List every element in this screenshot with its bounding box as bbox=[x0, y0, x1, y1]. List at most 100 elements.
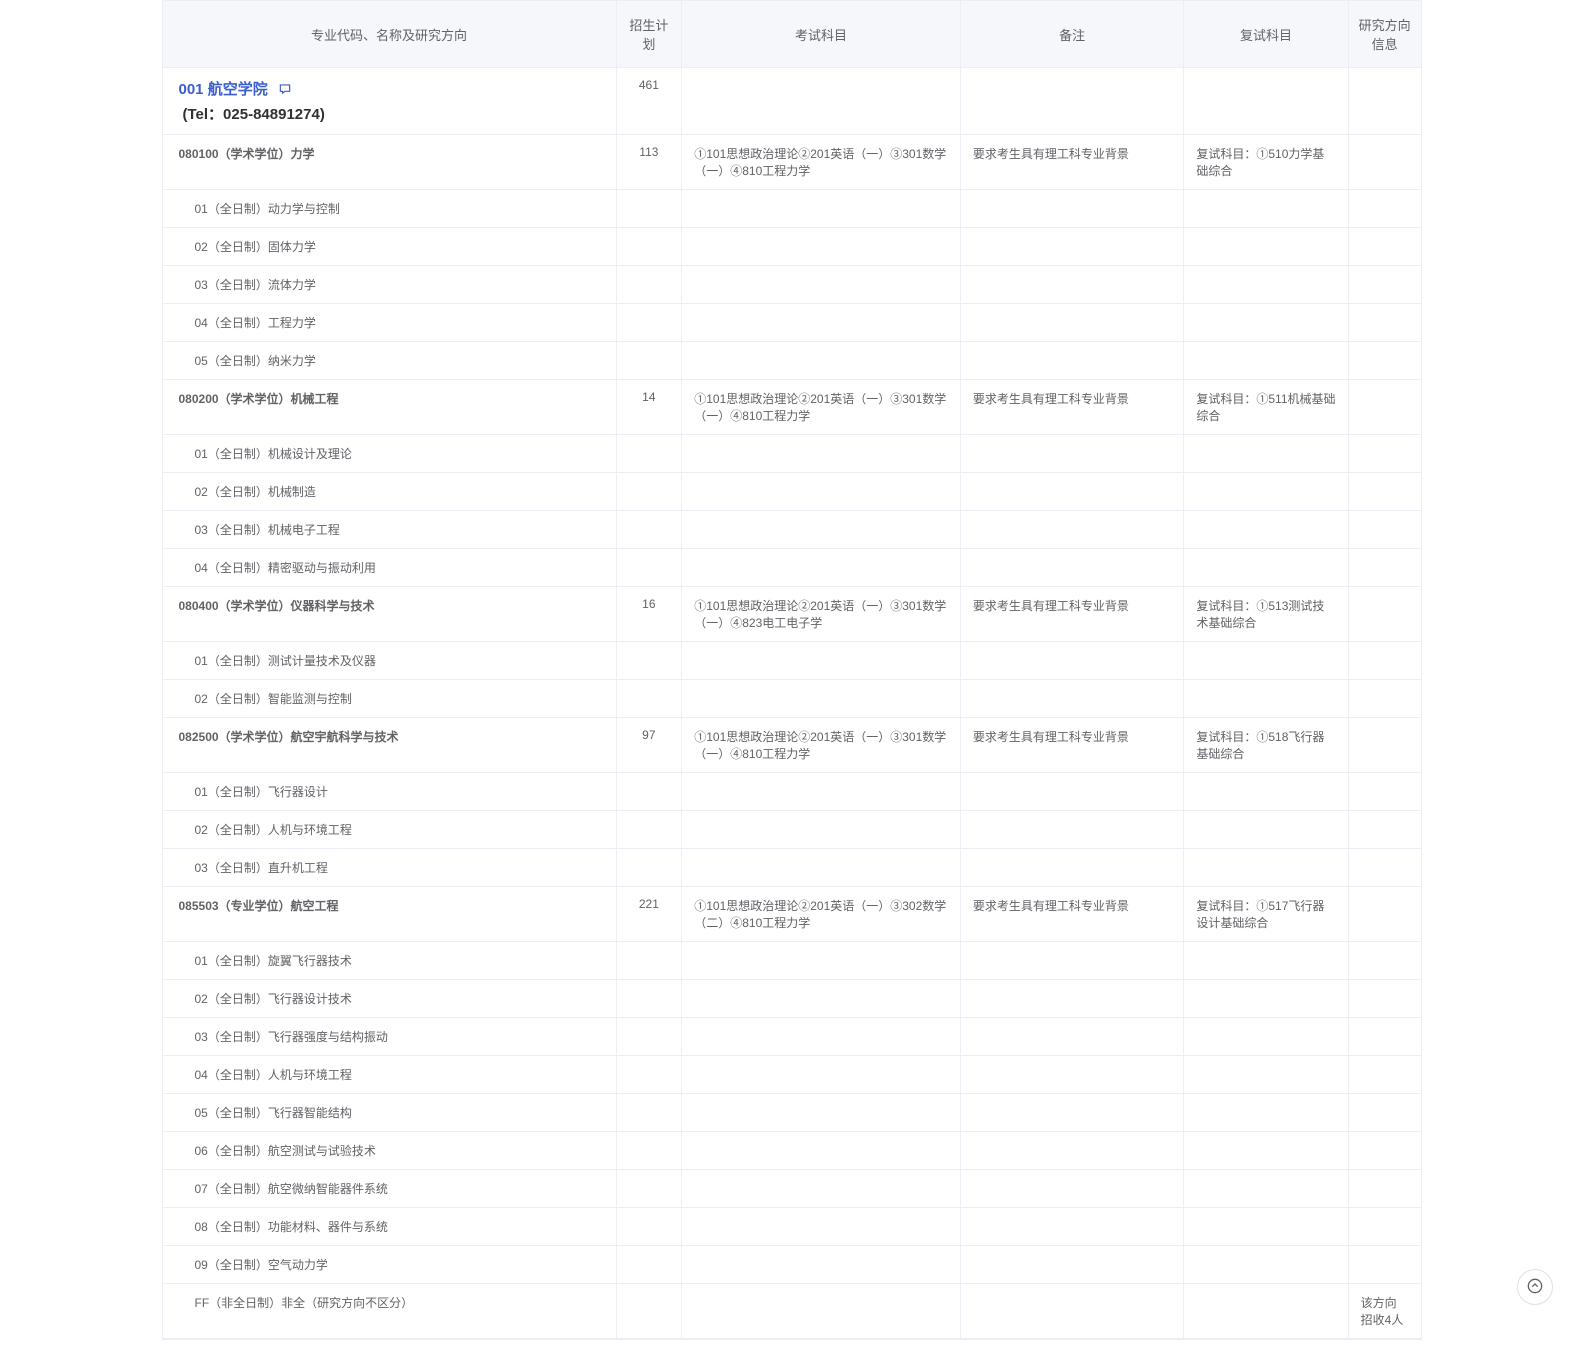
direction-retest-cell bbox=[1184, 266, 1348, 304]
direction-plan-cell bbox=[616, 1170, 682, 1208]
department-row: 001 航空学院 (Tel：025-84891274)461 bbox=[163, 68, 1421, 135]
direction-label: 02（全日制）机械制造 bbox=[175, 483, 604, 500]
major-note-cell: 要求考生具有理工科专业背景 bbox=[960, 135, 1183, 190]
direction-plan-cell bbox=[616, 680, 682, 718]
direction-note-cell bbox=[960, 1018, 1183, 1056]
direction-name-cell: 06（全日制）航空测试与试验技术 bbox=[163, 1132, 617, 1170]
direction-info-cell: 该方向招收4人 bbox=[1348, 1284, 1420, 1339]
direction-info-cell bbox=[1348, 1170, 1420, 1208]
direction-note-cell bbox=[960, 642, 1183, 680]
major-exam-cell: ①101思想政治理论②201英语（一）③301数学（一）④810工程力学 bbox=[682, 380, 961, 435]
direction-label: 09（全日制）空气动力学 bbox=[175, 1256, 604, 1273]
major-title: 080400（学术学位）仪器科学与技术 bbox=[175, 597, 604, 614]
direction-name-cell: 02（全日制）飞行器设计技术 bbox=[163, 980, 617, 1018]
direction-name-cell: 03（全日制）机械电子工程 bbox=[163, 511, 617, 549]
direction-plan-cell bbox=[616, 228, 682, 266]
department-info-cell bbox=[1348, 68, 1420, 135]
direction-plan-cell bbox=[616, 1208, 682, 1246]
direction-retest-cell bbox=[1184, 1208, 1348, 1246]
major-exam-cell: ①101思想政治理论②201英语（一）③301数学（一）④810工程力学 bbox=[682, 135, 961, 190]
direction-note-cell bbox=[960, 435, 1183, 473]
major-title: 085503（专业学位）航空工程 bbox=[175, 897, 604, 914]
direction-retest-cell bbox=[1184, 190, 1348, 228]
header-info: 研究方向信息 bbox=[1348, 1, 1420, 68]
direction-name-cell: 02（全日制）固体力学 bbox=[163, 228, 617, 266]
direction-plan-cell bbox=[616, 849, 682, 887]
direction-row: 03（全日制）流体力学 bbox=[163, 266, 1421, 304]
direction-retest-cell bbox=[1184, 942, 1348, 980]
scroll-to-top-button[interactable] bbox=[1517, 1269, 1553, 1305]
direction-label: 02（全日制）人机与环境工程 bbox=[175, 821, 604, 838]
direction-row: 02（全日制）固体力学 bbox=[163, 228, 1421, 266]
direction-row: 03（全日制）直升机工程 bbox=[163, 849, 1421, 887]
direction-row: 01（全日制）动力学与控制 bbox=[163, 190, 1421, 228]
direction-plan-cell bbox=[616, 1094, 682, 1132]
direction-row: 01（全日制）测试计量技术及仪器 bbox=[163, 642, 1421, 680]
direction-note-cell bbox=[960, 1056, 1183, 1094]
department-name-cell: 001 航空学院 (Tel：025-84891274) bbox=[163, 68, 617, 135]
direction-label: 03（全日制）飞行器强度与结构振动 bbox=[175, 1028, 604, 1045]
direction-row: 02（全日制）人机与环境工程 bbox=[163, 811, 1421, 849]
direction-label: 05（全日制）飞行器智能结构 bbox=[175, 1104, 604, 1121]
direction-label: 01（全日制）机械设计及理论 bbox=[175, 445, 604, 462]
direction-label: 01（全日制）旋翼飞行器技术 bbox=[175, 952, 604, 969]
direction-name-cell: 09（全日制）空气动力学 bbox=[163, 1246, 617, 1284]
major-row: 082500（学术学位）航空宇航科学与技术97①101思想政治理论②201英语（… bbox=[163, 718, 1421, 773]
direction-row: 07（全日制）航空微纳智能器件系统 bbox=[163, 1170, 1421, 1208]
direction-label: 04（全日制）精密驱动与振动利用 bbox=[175, 559, 604, 576]
direction-row: 02（全日制）机械制造 bbox=[163, 473, 1421, 511]
major-note-cell: 要求考生具有理工科专业背景 bbox=[960, 887, 1183, 942]
direction-label: 08（全日制）功能材料、器件与系统 bbox=[175, 1218, 604, 1235]
direction-label: 06（全日制）航空测试与试验技术 bbox=[175, 1142, 604, 1159]
direction-plan-cell bbox=[616, 304, 682, 342]
direction-name-cell: 03（全日制）直升机工程 bbox=[163, 849, 617, 887]
direction-info-cell bbox=[1348, 849, 1420, 887]
direction-info-cell bbox=[1348, 549, 1420, 587]
direction-retest-cell bbox=[1184, 473, 1348, 511]
direction-row: 02（全日制）智能监测与控制 bbox=[163, 680, 1421, 718]
direction-name-cell: FF（非全日制）非全（研究方向不区分） bbox=[163, 1284, 617, 1339]
direction-info-cell bbox=[1348, 304, 1420, 342]
direction-row: FF（非全日制）非全（研究方向不区分） 该方向招收4人 bbox=[163, 1284, 1421, 1339]
direction-plan-cell bbox=[616, 773, 682, 811]
direction-name-cell: 03（全日制）飞行器强度与结构振动 bbox=[163, 1018, 617, 1056]
direction-retest-cell bbox=[1184, 642, 1348, 680]
direction-retest-cell bbox=[1184, 304, 1348, 342]
major-plan-cell: 113 bbox=[616, 135, 682, 190]
direction-name-cell: 01（全日制）旋翼飞行器技术 bbox=[163, 942, 617, 980]
comment-icon[interactable] bbox=[278, 82, 292, 96]
direction-label: 04（全日制）工程力学 bbox=[175, 314, 604, 331]
direction-info-cell bbox=[1348, 773, 1420, 811]
direction-retest-cell bbox=[1184, 1056, 1348, 1094]
direction-row: 04（全日制）精密驱动与振动利用 bbox=[163, 549, 1421, 587]
major-title: 080100（学术学位）力学 bbox=[175, 145, 604, 162]
major-title: 080200（学术学位）机械工程 bbox=[175, 390, 604, 407]
direction-name-cell: 04（全日制）精密驱动与振动利用 bbox=[163, 549, 617, 587]
direction-exam-cell bbox=[682, 1170, 961, 1208]
direction-exam-cell bbox=[682, 304, 961, 342]
department-note-cell bbox=[960, 68, 1183, 135]
major-info-cell bbox=[1348, 587, 1420, 642]
admissions-table-container: 专业代码、名称及研究方向 招生计划 考试科目 备注 复试科目 研究方向信息 00… bbox=[162, 0, 1422, 1340]
direction-plan-cell bbox=[616, 473, 682, 511]
major-info-cell bbox=[1348, 135, 1420, 190]
major-retest-cell: 复试科目：①510力学基础综合 bbox=[1184, 135, 1348, 190]
direction-note-cell bbox=[960, 1284, 1183, 1339]
direction-label: 02（全日制）飞行器设计技术 bbox=[175, 990, 604, 1007]
direction-row: 01（全日制）飞行器设计 bbox=[163, 773, 1421, 811]
major-note-cell: 要求考生具有理工科专业背景 bbox=[960, 718, 1183, 773]
table-header: 专业代码、名称及研究方向 招生计划 考试科目 备注 复试科目 研究方向信息 bbox=[163, 1, 1421, 68]
direction-name-cell: 04（全日制）人机与环境工程 bbox=[163, 1056, 617, 1094]
direction-note-cell bbox=[960, 342, 1183, 380]
direction-exam-cell bbox=[682, 811, 961, 849]
direction-note-cell bbox=[960, 942, 1183, 980]
major-name-cell: 080100（学术学位）力学 bbox=[163, 135, 617, 190]
department-title[interactable]: 001 航空学院 bbox=[175, 78, 604, 99]
direction-note-cell bbox=[960, 1208, 1183, 1246]
direction-retest-cell bbox=[1184, 342, 1348, 380]
direction-info-cell bbox=[1348, 228, 1420, 266]
direction-label: 03（全日制）直升机工程 bbox=[175, 859, 604, 876]
direction-plan-cell bbox=[616, 942, 682, 980]
direction-label: 03（全日制）机械电子工程 bbox=[175, 521, 604, 538]
direction-note-cell bbox=[960, 549, 1183, 587]
